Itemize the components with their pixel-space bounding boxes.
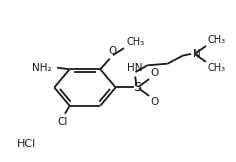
Text: HCl: HCl	[17, 139, 36, 149]
Text: HN: HN	[127, 63, 142, 73]
Text: CH₃: CH₃	[207, 63, 226, 73]
Text: O: O	[151, 68, 159, 78]
Text: O: O	[108, 46, 116, 56]
Text: S: S	[133, 81, 141, 94]
Text: O: O	[151, 97, 159, 107]
Text: CH₃: CH₃	[126, 37, 144, 47]
Text: NH₂: NH₂	[32, 63, 52, 73]
Text: N: N	[193, 49, 201, 59]
Text: CH₃: CH₃	[207, 35, 226, 45]
Text: Cl: Cl	[57, 117, 68, 127]
